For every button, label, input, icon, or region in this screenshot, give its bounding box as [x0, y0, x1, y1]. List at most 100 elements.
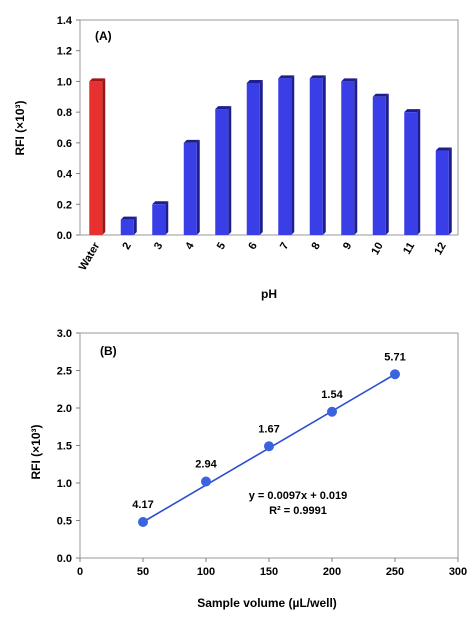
bar-water	[89, 78, 106, 235]
bar-top-face	[404, 109, 421, 113]
bar-9	[341, 78, 358, 235]
panel-b-y-tick-label: 0.0	[57, 553, 72, 565]
bar-top-face	[215, 106, 232, 110]
bar-top-face	[309, 75, 326, 79]
bar-7	[278, 75, 295, 235]
data-point-label: 1.54	[321, 389, 343, 401]
panel-a-x-tick-label: 4	[183, 240, 197, 252]
panel-b-y-tick-label: 1.5	[57, 441, 72, 453]
bar-front-face	[435, 150, 449, 235]
bar-front-face	[89, 81, 103, 235]
bar-6	[246, 79, 263, 235]
bar-3	[152, 201, 169, 235]
panel-b-x-axis-label: Sample volume (µL/well)	[197, 596, 337, 610]
panel-a-y-tick-label: 0.0	[57, 230, 72, 242]
panel-b-x-tick-label: 150	[260, 566, 278, 578]
bar-side-face	[259, 79, 263, 235]
data-point-label: 5.71	[384, 351, 405, 363]
panel-a-y-tick-label: 0.2	[57, 199, 72, 211]
bar-front-face	[215, 109, 229, 235]
bar-front-face	[404, 112, 418, 235]
bar-5	[215, 106, 232, 235]
fit-r-squared: R² = 0.9991	[269, 505, 327, 517]
panel-a-y-axis-label: RFI (×10³)	[13, 100, 27, 155]
bar-2	[120, 216, 137, 235]
panel-a-y-tick-label: 1.4	[57, 15, 73, 27]
data-point	[264, 441, 274, 452]
panel-a-x-tick-label: Water	[77, 240, 103, 273]
panel-b-y-tick-label: 3.0	[57, 328, 72, 340]
panel-a-x-tick-label: 9	[341, 241, 354, 252]
panel-a-y-tick-label: 0.8	[57, 107, 72, 119]
bar-side-face	[102, 78, 106, 235]
panel-b-x-tick-label: 250	[386, 566, 404, 578]
bar-side-face	[196, 139, 200, 235]
panel-b-y-tick-label: 2.5	[57, 366, 72, 378]
bar-side-face	[385, 93, 389, 236]
data-point	[390, 369, 400, 380]
bar-side-face	[165, 201, 169, 235]
panel-a-frame	[79, 19, 459, 236]
bar-top-face	[341, 78, 358, 82]
panel-a-x-tick-label: 7	[278, 241, 291, 252]
bar-top-face	[372, 93, 389, 97]
bar-side-face	[417, 109, 421, 235]
bar-top-face	[120, 216, 137, 220]
data-point	[327, 406, 337, 417]
panel-b-y-axis-label: RFI (×10³)	[29, 424, 43, 479]
panel-a-y-tick-label: 1.0	[57, 76, 72, 88]
panel-a-x-tick-label: 6	[246, 241, 259, 252]
panel-b-x-tick-label: 300	[449, 566, 467, 578]
bar-side-face	[448, 147, 452, 235]
bar-side-face	[133, 216, 137, 235]
bar-side-face	[354, 78, 358, 235]
bar-side-face	[291, 75, 295, 235]
panel-a-label: (A)	[95, 29, 112, 43]
data-point	[138, 517, 148, 527]
panel-a-x-tick-label: 8	[309, 241, 322, 252]
panel-a-y-tick-label: 0.4	[57, 169, 73, 181]
panel-a-x-tick-label: 3	[152, 241, 165, 252]
bar-top-face	[183, 139, 200, 143]
bar-top-face	[152, 201, 169, 205]
panel-b-y-tick-label: 1.0	[57, 478, 72, 490]
data-point	[201, 476, 211, 487]
bar-front-face	[309, 78, 323, 235]
panel-b-y-tick-label: 2.0	[57, 403, 72, 415]
panel-b-label: (B)	[100, 344, 117, 358]
bar-front-face	[120, 219, 134, 235]
bar-front-face	[341, 81, 355, 235]
bar-front-face	[246, 82, 260, 235]
bar-12	[435, 147, 452, 235]
panel-b-x-tick-label: 100	[197, 566, 215, 578]
bar-top-face	[435, 147, 452, 151]
panel-a-x-tick-label: 11	[401, 241, 417, 257]
panel-a-x-axis-label: pH	[261, 287, 277, 301]
panel-b-x-tick-label: 50	[137, 566, 149, 578]
panel-a-x-tick-label: 5	[215, 241, 228, 252]
data-point-label: 4.17	[132, 499, 153, 511]
bar-top-face	[246, 79, 263, 83]
bar-front-face	[372, 96, 386, 236]
data-point-label: 1.67	[258, 423, 279, 435]
panel-b-chart: (B) RFI (×10³) Sample volume (µL/well) 0…	[29, 328, 467, 610]
panel-a-x-tick-label: 12	[432, 241, 449, 258]
bar-front-face	[152, 204, 166, 235]
panel-a-y-tick-label: 1.2	[57, 46, 72, 58]
panel-a-x-tick-label: 2	[120, 241, 133, 252]
panel-a-chart: (A) RFI (×10³) pH 0.0 0.2 0.4 0.6 0.8 1.0 1.2 1…	[13, 15, 459, 301]
panel-b-x-tick-label: 0	[77, 566, 83, 578]
bar-front-face	[278, 78, 292, 235]
bar-top-face	[278, 75, 295, 79]
panel-b-y-tick-label: 0.5	[57, 516, 72, 528]
bar-front-face	[183, 142, 197, 235]
bar-11	[404, 109, 421, 235]
panel-b-x-tick-label: 200	[323, 566, 341, 578]
bar-top-face	[89, 78, 106, 82]
panel-a-y-tick-label: 0.6	[57, 138, 72, 150]
data-point-label: 2.94	[195, 459, 217, 471]
bar-side-face	[228, 106, 232, 235]
bar-4	[183, 139, 200, 235]
panel-a-x-tick-label: 10	[369, 241, 386, 258]
